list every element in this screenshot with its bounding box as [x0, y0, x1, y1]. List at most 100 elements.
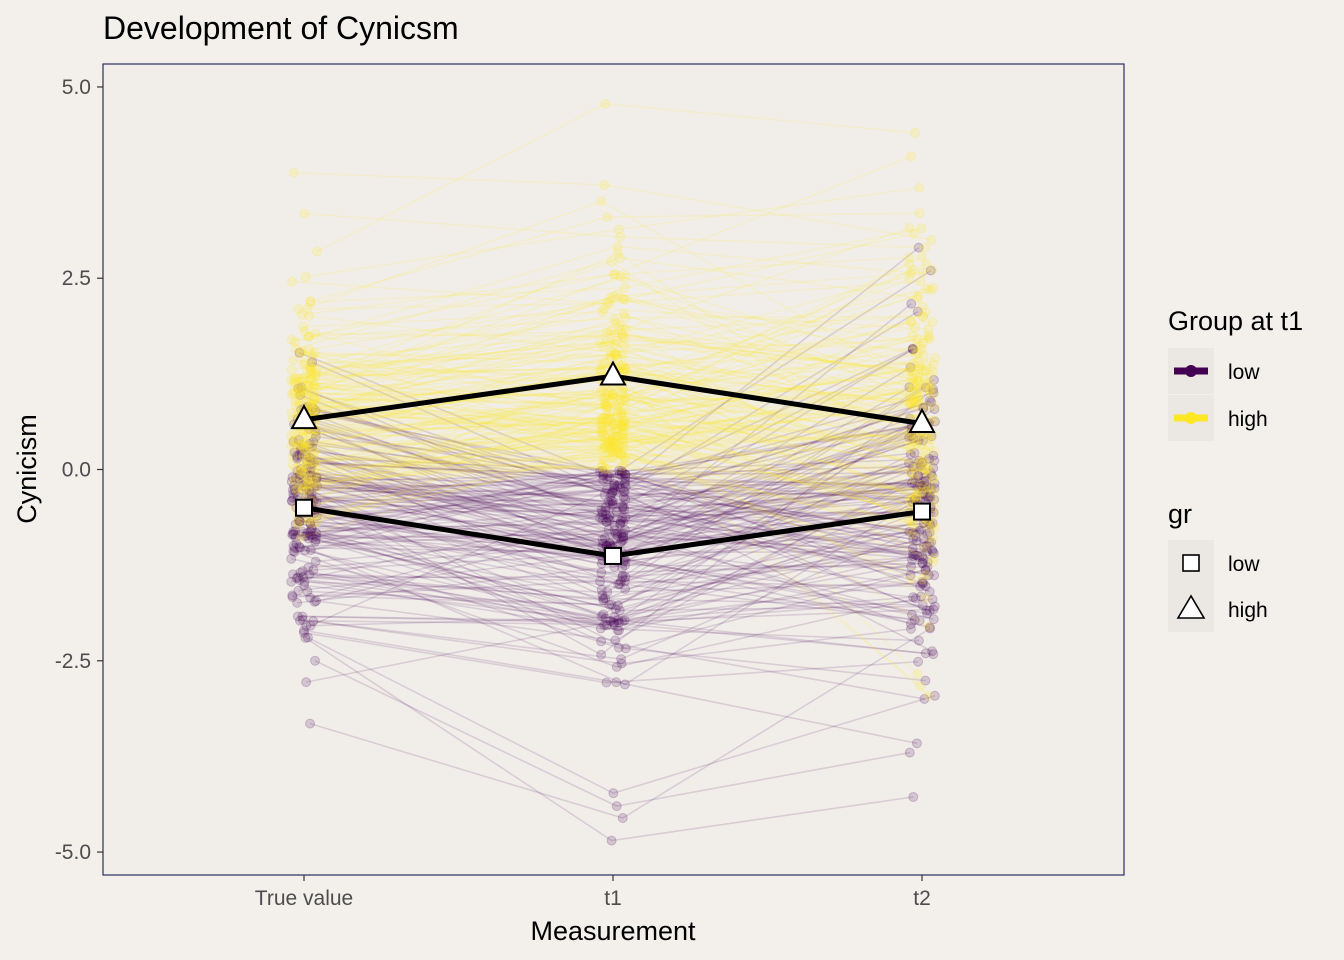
- individual-point: [603, 435, 614, 446]
- individual-line: [296, 501, 914, 686]
- individual-line: [300, 482, 918, 557]
- individual-point: [918, 311, 929, 322]
- individual-point: [302, 473, 313, 484]
- individual-point: [288, 526, 299, 537]
- individual-point: [298, 572, 309, 583]
- individual-point: [610, 426, 621, 437]
- individual-line: [303, 269, 932, 479]
- individual-line: [316, 430, 923, 521]
- individual-point: [305, 296, 316, 307]
- individual-point: [601, 677, 612, 688]
- individual-point: [294, 541, 305, 552]
- individual-line: [307, 460, 928, 535]
- individual-point: [920, 592, 931, 603]
- individual-point: [294, 575, 305, 586]
- individual-line: [294, 506, 914, 555]
- individual-line: [306, 354, 916, 412]
- individual-point: [619, 272, 630, 283]
- individual-line: [315, 421, 929, 628]
- individual-line: [306, 394, 910, 467]
- individual-point: [288, 529, 299, 540]
- individual-point: [600, 505, 611, 516]
- individual-point: [912, 348, 923, 359]
- individual-point: [616, 406, 627, 417]
- individual-point: [610, 349, 621, 360]
- individual-line: [310, 519, 935, 599]
- individual-point: [615, 320, 626, 331]
- individual-line: [293, 524, 931, 611]
- individual-point: [921, 481, 932, 492]
- individual-line: [313, 440, 930, 534]
- individual-point: [904, 494, 915, 505]
- individual-point: [304, 311, 315, 322]
- individual-line: [316, 490, 920, 532]
- individual-point: [913, 291, 924, 302]
- individual-point: [598, 538, 609, 549]
- individual-line: [313, 418, 935, 501]
- legend-title-gr: gr: [1168, 499, 1192, 529]
- individual-point: [601, 416, 612, 427]
- individual-point: [607, 500, 618, 511]
- individual-point: [927, 470, 938, 481]
- individual-line: [291, 394, 920, 463]
- individual-point: [295, 390, 306, 401]
- individual-line: [307, 532, 928, 615]
- individual-line: [310, 353, 917, 398]
- individual-line: [307, 392, 930, 492]
- individual-point: [299, 372, 310, 383]
- individual-point: [292, 484, 303, 495]
- individual-point: [599, 533, 610, 544]
- individual-line: [310, 421, 927, 440]
- individual-point: [598, 593, 609, 604]
- individual-line: [301, 530, 934, 623]
- individual-line: [307, 327, 916, 374]
- x-axis: True value t1 t2: [255, 875, 931, 910]
- individual-line: [308, 533, 934, 621]
- individual-line: [300, 465, 935, 492]
- individual-line: [292, 482, 913, 541]
- individual-point: [309, 468, 320, 479]
- legend-key-point: [1185, 412, 1197, 424]
- individual-line: [306, 512, 910, 548]
- individual-point: [920, 307, 931, 318]
- individual-group-high: [286, 98, 940, 701]
- individual-point: [920, 382, 931, 393]
- individual-point: [619, 363, 630, 374]
- individual-point: [305, 364, 316, 375]
- individual-point: [620, 512, 631, 523]
- individual-point: [293, 383, 304, 394]
- individual-point: [290, 463, 301, 474]
- individual-line: [292, 391, 934, 485]
- individual-point: [925, 369, 936, 380]
- individual-point: [289, 484, 300, 495]
- individual-point: [922, 463, 933, 474]
- individual-point: [905, 443, 916, 454]
- individual-point: [609, 619, 620, 630]
- individual-point: [286, 576, 297, 587]
- individual-line: [295, 365, 927, 408]
- individual-line: [311, 268, 914, 421]
- individual-point: [304, 569, 315, 580]
- individual-line: [294, 451, 923, 544]
- individual-point: [288, 373, 299, 384]
- individual-point: [929, 483, 940, 494]
- individual-line: [297, 336, 929, 400]
- individual-point: [307, 357, 318, 368]
- individual-point: [617, 421, 628, 432]
- individual-point: [305, 620, 316, 631]
- individual-point: [917, 479, 928, 490]
- individual-point: [617, 570, 628, 581]
- individual-point: [297, 484, 308, 495]
- individual-point: [615, 231, 626, 242]
- individual-point: [620, 469, 631, 480]
- individual-line: [307, 426, 923, 481]
- individual-point: [306, 441, 317, 452]
- individual-point: [301, 479, 312, 490]
- y-tick-label: -2.5: [55, 650, 91, 673]
- individual-point: [917, 488, 928, 499]
- individual-point: [598, 609, 609, 620]
- individual-point: [619, 333, 630, 344]
- individual-point: [287, 529, 298, 540]
- individual-point: [301, 461, 312, 472]
- individual-line: [315, 474, 919, 642]
